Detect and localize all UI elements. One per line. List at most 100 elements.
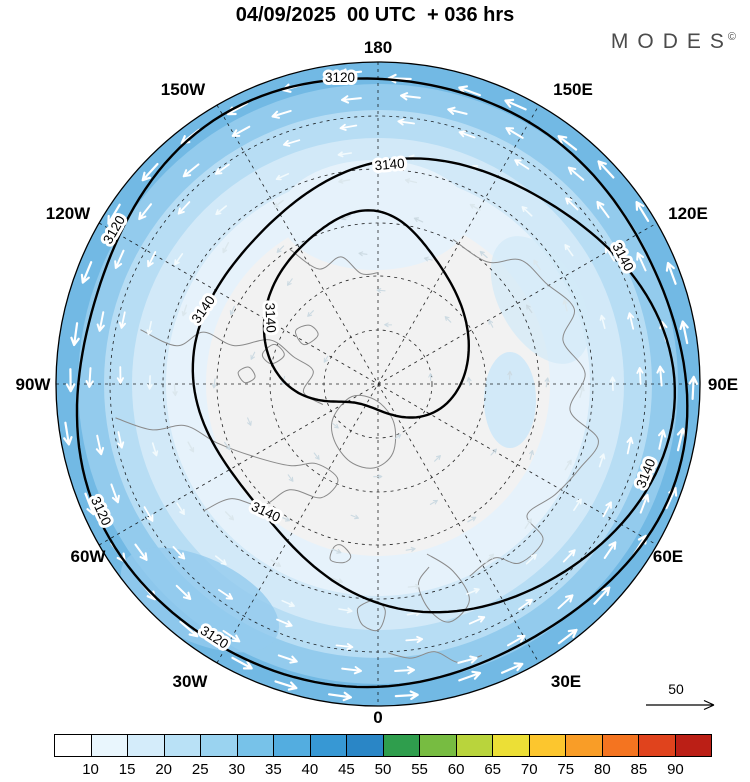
wind-arrow [107, 203, 121, 225]
lon-label-180: 180 [364, 38, 392, 57]
wind-arrow [350, 514, 360, 520]
coastline [295, 324, 319, 346]
longitude-labels: 180 150W 150E 120W 120E 90W 90E 60W 60E … [16, 38, 739, 726]
wind-arrow [182, 163, 200, 178]
wind-arrow [80, 261, 93, 284]
colorbar-tick-label: 55 [411, 761, 428, 778]
wind-arrow [593, 586, 611, 605]
wind-arrow [405, 546, 416, 552]
wind-arrow [174, 253, 184, 266]
colorbar-tick-label: 60 [447, 761, 465, 778]
wind-arrow [119, 311, 126, 329]
wind-arrow [567, 166, 585, 181]
wind-arrow [457, 655, 478, 664]
lon-label-60w: 60W [71, 547, 107, 566]
colorbar-cell [347, 735, 384, 756]
wind-arrow [565, 197, 579, 211]
colorbar-tick-label: 35 [264, 761, 282, 778]
wind-arrow [96, 311, 105, 332]
wind-arrow [656, 365, 665, 387]
polar-stereographic-map: 3120 3120 3120 3120 3140 3140 3140 3140 … [16, 38, 739, 726]
wind-arrow [602, 501, 612, 518]
wind-arrow [270, 559, 282, 567]
colorbar-cell [164, 735, 201, 756]
coastline [115, 417, 339, 512]
wind-arrow [564, 244, 574, 257]
lon-label-30w: 30W [173, 672, 209, 691]
wind-arrow [507, 634, 526, 647]
colorbar-tick-label: 70 [520, 761, 538, 778]
colorbar-cell [493, 735, 530, 756]
wind-arrow [557, 594, 574, 610]
wind-arrow [151, 442, 159, 457]
contour-3140-outer [191, 157, 676, 614]
colorbar-tick-label: 20 [155, 761, 172, 778]
wind-band-patch [280, 160, 470, 270]
contour-label: 3140 [262, 302, 279, 333]
wind-arrow [665, 261, 677, 285]
colorbar-tick-label: 30 [228, 761, 246, 778]
wind-arrow [518, 598, 533, 611]
wind-arrow [286, 278, 293, 286]
wind-arrow [490, 448, 497, 456]
colorbar-tick-label: 80 [593, 761, 611, 778]
wind-arrow [215, 555, 227, 566]
wind-arrow [525, 554, 537, 565]
wind-arrow [177, 201, 191, 215]
wind-arrow [562, 549, 576, 563]
wind-arrow [466, 376, 472, 387]
wind-arrow [627, 312, 635, 330]
wind-arrow [338, 178, 351, 184]
wind-arrow [341, 666, 362, 675]
wind-arrow [65, 368, 76, 393]
wind-arrow [505, 127, 524, 139]
wind-arrow [658, 429, 667, 450]
colorbar-tick-label: 90 [667, 761, 684, 778]
coastline [261, 343, 285, 365]
colorbar-cell [91, 735, 128, 756]
wind-arrow [281, 599, 295, 608]
colorbar-cell [602, 735, 639, 756]
wind-arrow [218, 589, 234, 600]
lon-label-60e: 60E [653, 547, 683, 566]
lon-label-30e: 30E [551, 672, 581, 691]
wind-arrow [331, 548, 342, 554]
wind-arrow [597, 160, 615, 179]
wind-arrow [229, 305, 235, 316]
coastline [329, 544, 352, 564]
wind-arrow [384, 322, 393, 328]
wind-arrow [676, 427, 687, 452]
wind-arrow [181, 304, 188, 317]
wind-arrow [557, 135, 578, 151]
colorbar-tick-label: 50 [374, 761, 392, 778]
contour-label: 3140 [374, 156, 405, 174]
colorbar-tick-label: 75 [557, 761, 575, 778]
wind-arrow [423, 256, 433, 262]
wind-arrow [529, 450, 534, 460]
coastline [140, 329, 324, 406]
wind-arrow [215, 163, 230, 175]
wind-arrow [501, 662, 524, 674]
wind-arrow [521, 206, 533, 217]
wind-arrow [579, 386, 585, 398]
wind-arrow [339, 123, 358, 131]
modes-logo-copyright: © [727, 31, 736, 43]
colorbar-cell [383, 735, 420, 756]
wind-arrow [394, 666, 415, 675]
lon-label-90w: 90W [16, 375, 52, 394]
wind-arrow [373, 474, 383, 480]
wind-arrow [358, 251, 368, 257]
colorbar-cell [201, 735, 238, 756]
wind-arrow [222, 242, 230, 254]
wind-arrow [141, 162, 159, 182]
colorbar-cell [55, 735, 92, 756]
wind-arrow [231, 656, 253, 670]
wind-arrow [277, 654, 298, 664]
wind-arrow [287, 474, 294, 482]
wind-arrow [485, 553, 495, 563]
wind-arrow [557, 628, 578, 645]
wind-arrow [407, 583, 421, 589]
colorbar-tick-label: 85 [630, 761, 648, 778]
meridian-line [98, 222, 658, 546]
